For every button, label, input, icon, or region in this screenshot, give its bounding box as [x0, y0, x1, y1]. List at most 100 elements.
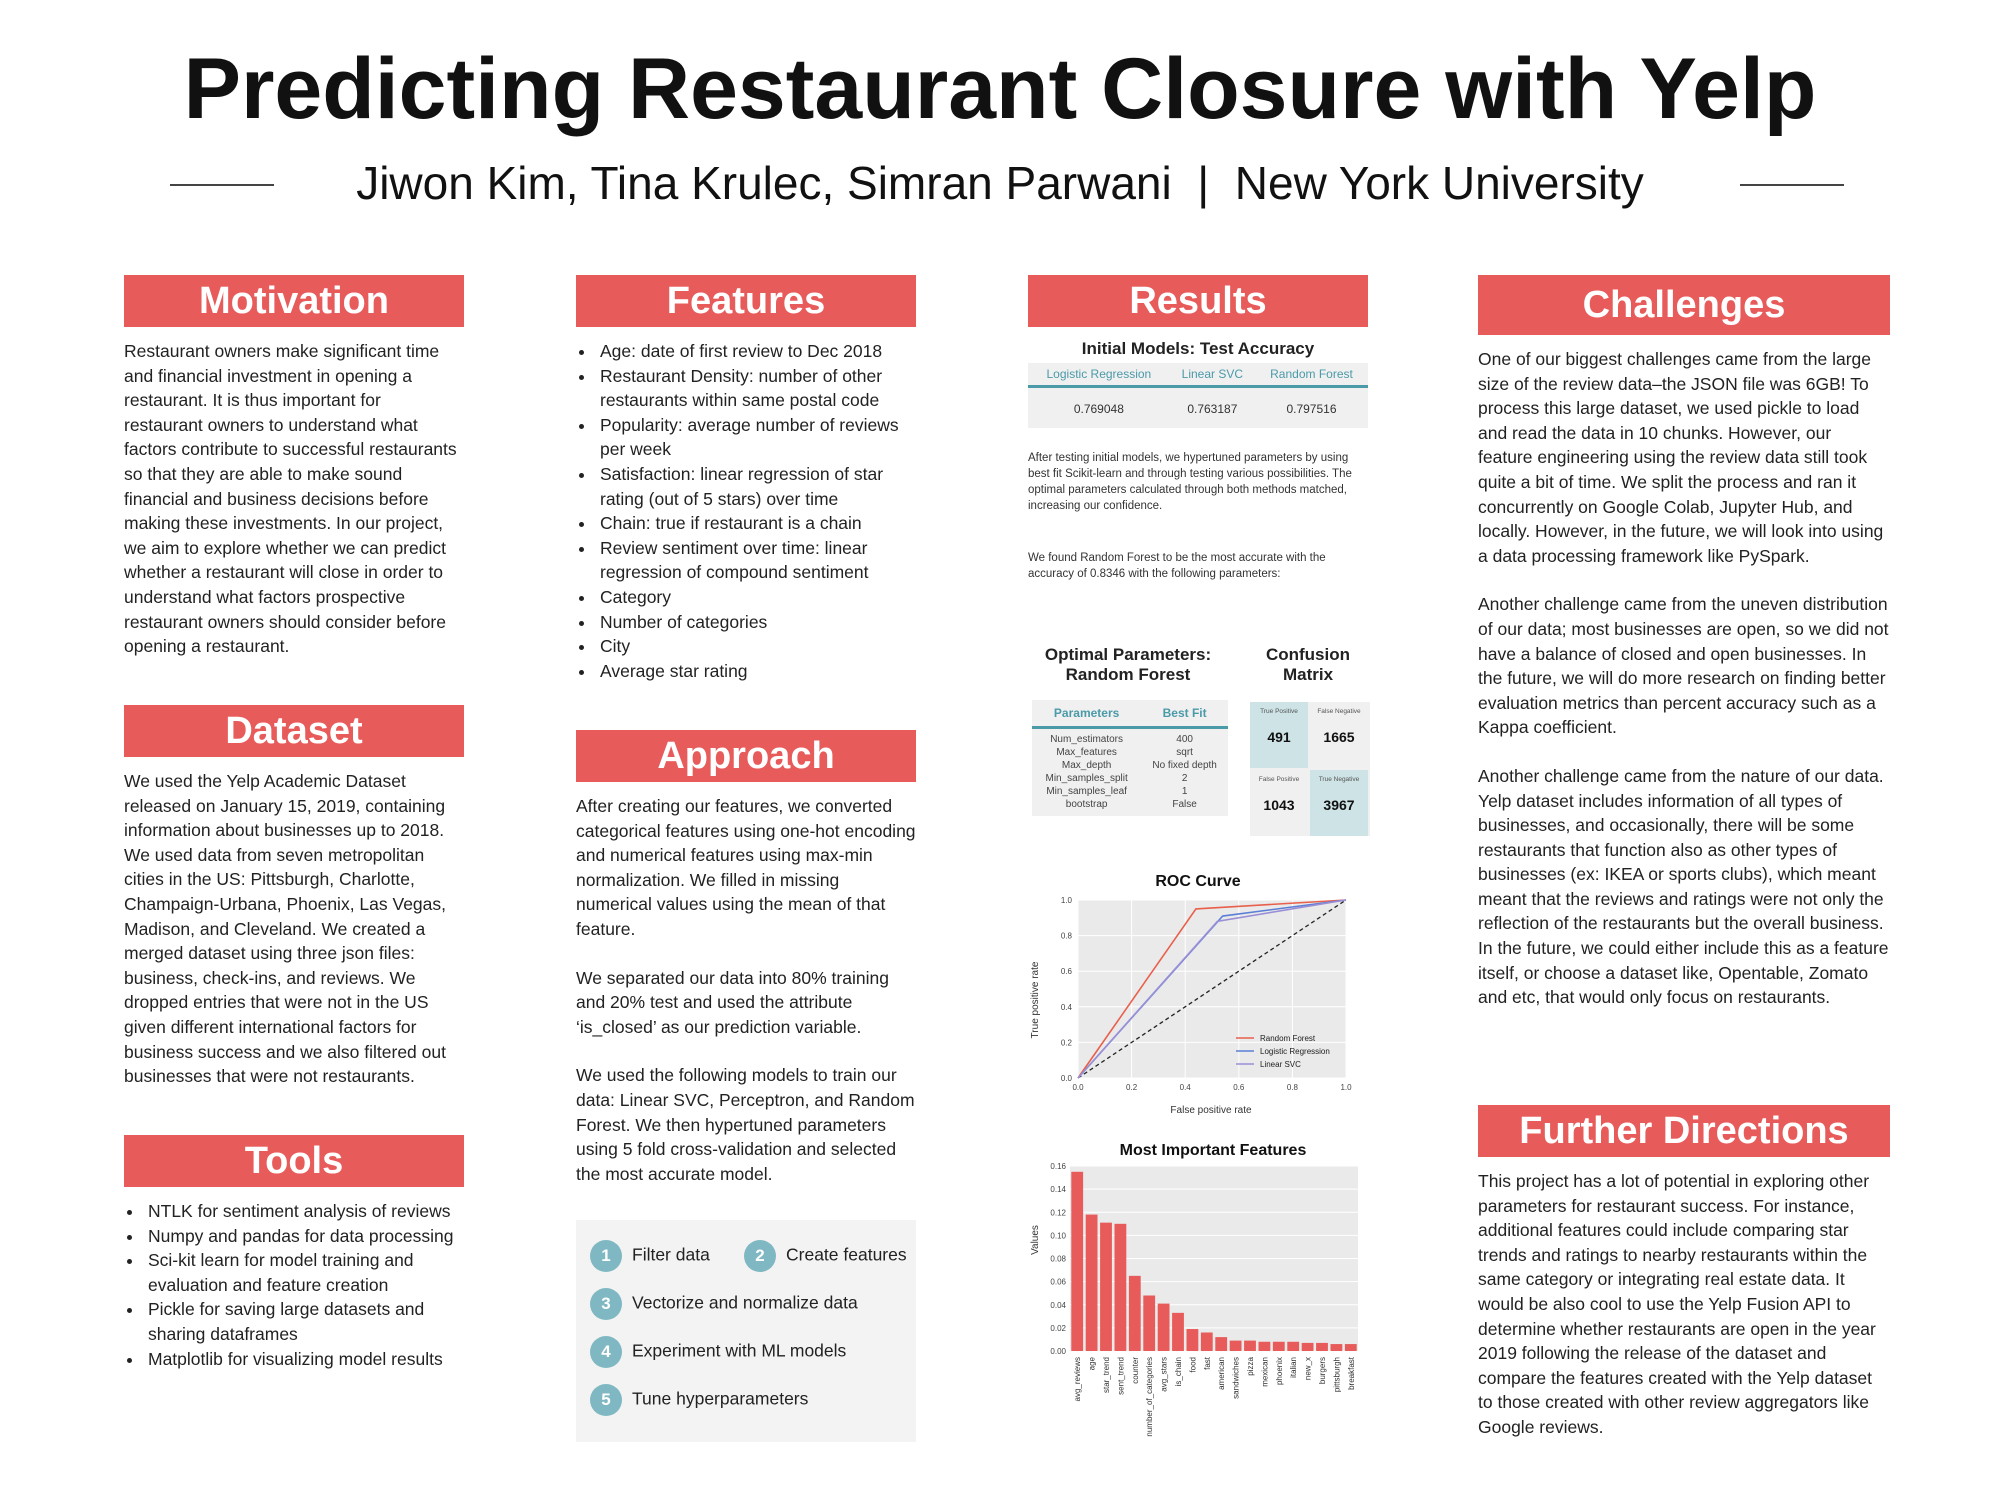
list-item: Number of categories — [596, 610, 916, 635]
x-tick-label: age — [1088, 1356, 1097, 1370]
x-tick-label: 0.6 — [1233, 1083, 1245, 1092]
results-heading: Results — [1028, 275, 1368, 327]
bar — [1200, 1332, 1213, 1351]
y-axis-label: True positive rate — [1030, 961, 1041, 1038]
table-header: Random Forest — [1254, 363, 1368, 388]
challenges-text: One of our biggest challenges came from … — [1478, 347, 1890, 1010]
legend-label: Linear SVC — [1260, 1060, 1301, 1069]
params-table: Parameters Best Fit Num_estimators 400 Ma… — [1032, 700, 1228, 816]
tools-heading: Tools — [124, 1135, 464, 1187]
table-cell: 0.763187 — [1169, 386, 1255, 428]
list-item: Popularity: average number of reviews pe… — [596, 413, 916, 462]
y-tick-label: 0.06 — [1050, 1278, 1066, 1287]
table-cell: 2 — [1141, 772, 1228, 785]
table-row: 0.769048 0.763187 0.797516 — [1028, 386, 1368, 428]
x-tick-label: breakfast — [1347, 1356, 1356, 1390]
y-tick-label: 0.04 — [1050, 1301, 1066, 1310]
approach-paragraph: We separated our data into 80% training … — [576, 967, 889, 1037]
list-item: NTLK for sentiment analysis of reviews — [144, 1199, 464, 1224]
dataset-heading: Dataset — [124, 705, 464, 757]
bar — [1330, 1344, 1343, 1351]
y-tick-label: 0.02 — [1050, 1324, 1066, 1333]
table-cell: 0.769048 — [1028, 386, 1170, 428]
approach-text: After creating our features, we converte… — [576, 794, 916, 1186]
table-row: Parameters Best Fit — [1032, 700, 1228, 729]
x-tick-label: fast — [1203, 1356, 1212, 1370]
step-item: 3 Vectorize and normalize data — [590, 1288, 858, 1320]
cm-cell-label: False Negative — [1317, 708, 1361, 715]
pipeline-steps: 1 Filter data 2 Create features 3 Vectorize… — [576, 1220, 916, 1442]
bar — [1215, 1337, 1228, 1351]
chance-line — [1077, 899, 1347, 1079]
y-tick-label: 0.8 — [1061, 932, 1073, 941]
poster-title: Predicting Restaurant Closure with Yelp — [183, 41, 1817, 137]
step-item: 4 Experiment with ML models — [590, 1336, 846, 1368]
x-tick-label: 0.2 — [1126, 1083, 1138, 1092]
roc-chart: ROC Curve 0.0 0.2 0.4 0.6 0.8 1.0 0.0 0.2 0.4 0.6… — [1030, 873, 1352, 1116]
tools-list: NTLK for sentiment analysis of reviews N… — [124, 1199, 464, 1371]
tools-section: Tools NTLK for sentiment analysis of rev… — [124, 1135, 464, 1371]
confusion-matrix: True Positive 491 False Negative 1665 Fals… — [1250, 702, 1370, 836]
list-item: City — [596, 634, 916, 659]
x-tick-label: 0.8 — [1287, 1083, 1299, 1092]
x-tick-label: italian — [1289, 1357, 1298, 1378]
list-item: Review sentiment over time: linear regre… — [596, 536, 916, 585]
x-tick-label: 0.0 — [1072, 1083, 1084, 1092]
right-divider — [1740, 184, 1844, 186]
y-tick-label: 1.0 — [1061, 896, 1073, 905]
approach-paragraph: We used the following models to train ou… — [576, 1065, 915, 1184]
bar — [1301, 1342, 1314, 1351]
bar — [1085, 1214, 1098, 1351]
table-row: Max_features sqrt — [1032, 746, 1228, 759]
list-item: Category — [596, 585, 916, 610]
optimal-params-title: Optimal Parameters: Random Forest — [1044, 645, 1212, 684]
x-tick-label: counter — [1131, 1357, 1140, 1384]
further-directions-text: This project has a lot of potential in e… — [1478, 1171, 1876, 1437]
table-row: Min_samples_split 2 — [1032, 772, 1228, 785]
bar — [1071, 1171, 1084, 1351]
bar — [1128, 1275, 1141, 1351]
table-cell: False — [1141, 798, 1228, 816]
y-tick-label: 0.00 — [1050, 1347, 1066, 1356]
list-item: Satisfaction: linear regression of star … — [596, 462, 916, 511]
x-tick-label: 0.4 — [1180, 1083, 1192, 1092]
challenges-paragraph: One of our biggest challenges came from … — [1478, 349, 1884, 566]
table-cell: 400 — [1141, 727, 1228, 746]
bar — [1272, 1341, 1285, 1351]
list-item: Sci-kit learn for model training and eva… — [144, 1248, 464, 1297]
approach-section: Approach After creating our features, we… — [576, 730, 916, 1210]
x-tick-label: american — [1217, 1357, 1226, 1390]
x-tick-label: food — [1188, 1357, 1197, 1373]
motivation-section: Motivation Restaurant owners make signif… — [124, 275, 464, 659]
x-tick-label: sandwiches — [1232, 1357, 1241, 1399]
challenges-paragraph: Another challenge came from the nature o… — [1478, 765, 1889, 1008]
list-item: Matplotlib for visualizing model results — [144, 1347, 464, 1372]
challenges-paragraph: Another challenge came from the uneven d… — [1478, 594, 1889, 738]
bar — [1287, 1341, 1300, 1351]
bar — [1244, 1340, 1256, 1351]
cm-cell-value: 3967 — [1323, 797, 1355, 813]
step-label: Tune hyperparameters — [632, 1388, 809, 1409]
x-tick-label: mexican — [1260, 1357, 1269, 1387]
y-tick-label: 0.14 — [1050, 1185, 1066, 1194]
y-tick-label: 0.2 — [1061, 1038, 1073, 1047]
roc-series-line — [1077, 899, 1347, 1079]
left-divider — [170, 184, 274, 186]
table-cell: bootstrap — [1032, 798, 1142, 816]
feature-importance-chart: Most Important Features 0.00 0.02 0.04 0.06… — [1030, 1142, 1358, 1437]
cm-cell-label: False Positive — [1258, 776, 1300, 783]
y-tick-label: 0.12 — [1050, 1208, 1066, 1217]
authors-line: Jiwon Kim, Tina Krulec, Simran Parwani |… — [356, 157, 1644, 209]
motivation-heading: Motivation — [124, 275, 464, 327]
bar — [1229, 1340, 1242, 1351]
features-list: Age: date of first review to Dec 2018 Re… — [576, 339, 916, 683]
step-label: Experiment with ML models — [632, 1340, 847, 1361]
x-tick-label: number_of_categories — [1145, 1357, 1154, 1437]
bar — [1172, 1312, 1184, 1351]
approach-heading: Approach — [576, 730, 916, 782]
step-number: 1 — [590, 1240, 622, 1272]
step-number: 4 — [590, 1336, 622, 1368]
cm-cell-value: 491 — [1267, 729, 1291, 745]
motivation-text: Restaurant owners make significant time … — [124, 341, 457, 657]
bar — [1157, 1303, 1170, 1351]
